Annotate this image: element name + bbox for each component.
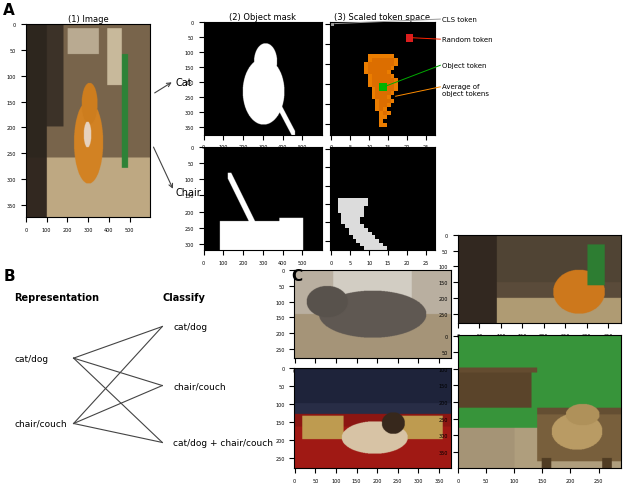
Text: A: A	[3, 3, 15, 18]
Text: chair/couch: chair/couch	[173, 381, 226, 390]
Text: Chair: Chair	[176, 188, 202, 198]
Text: cat/dog: cat/dog	[15, 354, 49, 363]
Text: Cat: Cat	[176, 78, 193, 88]
Text: Random token: Random token	[442, 37, 492, 43]
Text: Object token: Object token	[442, 63, 486, 69]
Title: (3) Scaled token space: (3) Scaled token space	[334, 13, 431, 22]
Text: CLS token: CLS token	[442, 17, 476, 23]
Text: Average of
object tokens: Average of object tokens	[442, 84, 488, 97]
Text: chair/couch: chair/couch	[15, 419, 67, 428]
Text: B: B	[3, 268, 15, 283]
Text: C: C	[291, 268, 302, 283]
Text: cat/dog: cat/dog	[173, 322, 207, 331]
Text: cat/dog + chair/couch: cat/dog + chair/couch	[173, 438, 273, 447]
Text: Representation: Representation	[15, 293, 99, 303]
Title: (1) Image: (1) Image	[68, 16, 108, 24]
Text: Classify: Classify	[163, 293, 205, 303]
Title: (2) Object mask: (2) Object mask	[229, 13, 296, 22]
